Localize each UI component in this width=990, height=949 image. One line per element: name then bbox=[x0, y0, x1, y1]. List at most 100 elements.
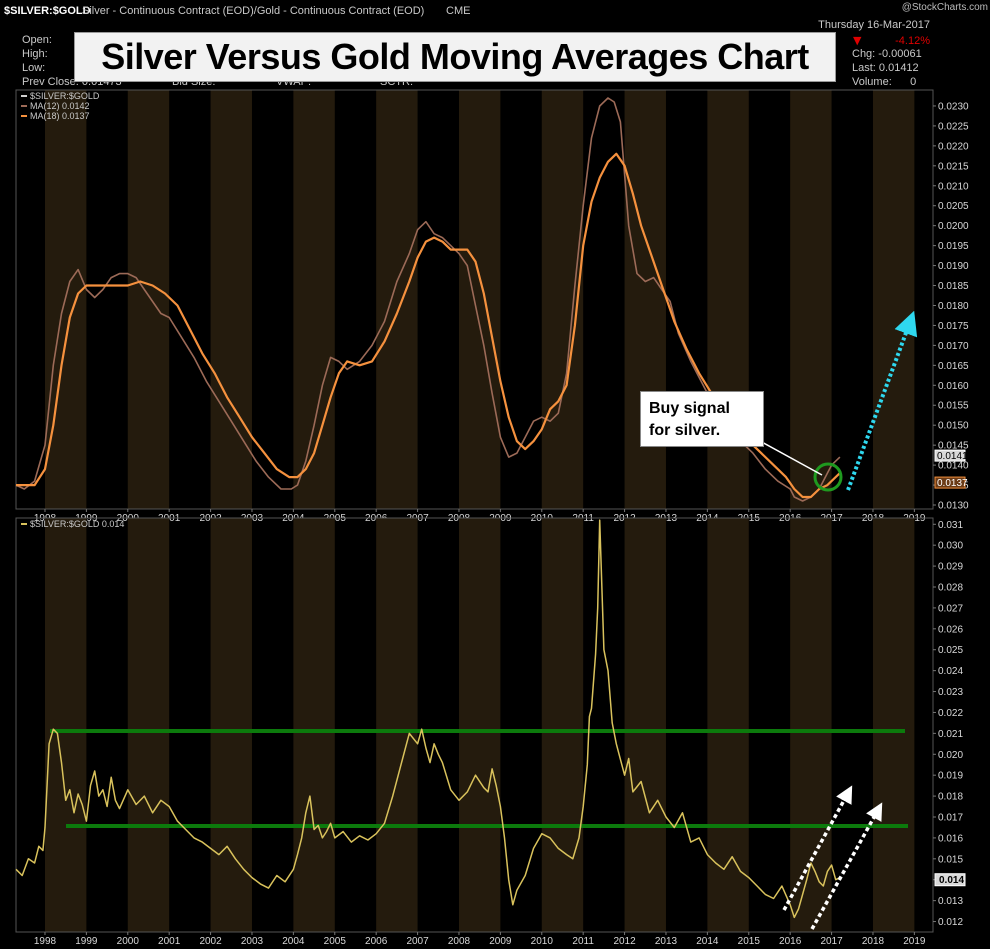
bottom-x-axis: 1998 1999 2000 2001 2002 2003 2004 2005 2006 2007… bbox=[34, 932, 926, 947]
callout-pointer bbox=[759, 440, 823, 476]
y-tick-label: 0.0145 bbox=[938, 441, 969, 452]
y-tick-label: 0.0230 bbox=[938, 101, 969, 112]
y-tick-label: 0.018 bbox=[938, 792, 963, 803]
legend-label: MA(12) 0.0142 bbox=[30, 101, 90, 111]
header-left-label: Open: bbox=[22, 34, 52, 46]
last-label: Last: 0.01412 bbox=[852, 62, 919, 74]
y-tick-label: 0.0175 bbox=[938, 321, 969, 332]
y-tick-label: 0.022 bbox=[938, 708, 963, 719]
bottom-panel-frame bbox=[15, 517, 934, 933]
y-tick-label: 0.0225 bbox=[938, 121, 969, 132]
down-icon: ▼ bbox=[853, 34, 862, 47]
year-band bbox=[458, 518, 501, 932]
year-band bbox=[127, 90, 170, 509]
y-tick-label: 0.0180 bbox=[938, 301, 969, 312]
bottom-last-value: 0.014 bbox=[934, 873, 966, 887]
year-band bbox=[293, 90, 335, 509]
white-arrow-1 bbox=[782, 785, 853, 911]
y-tick-label: 0.0140 bbox=[938, 461, 969, 472]
x-tick-label: 2012 bbox=[613, 936, 636, 947]
y-tick-label: 0.027 bbox=[938, 603, 963, 614]
cyan-up-arrow bbox=[846, 310, 918, 491]
y-tick-label: 0.026 bbox=[938, 624, 963, 635]
x-tick-label: 2003 bbox=[241, 936, 264, 947]
year-band bbox=[210, 518, 252, 932]
y-tick-label: 0.029 bbox=[938, 562, 963, 573]
x-tick-label: 2006 bbox=[365, 936, 388, 947]
x-tick-label: 2008 bbox=[448, 936, 471, 947]
y-tick-label: 0.015 bbox=[938, 854, 963, 865]
year-band bbox=[790, 90, 832, 509]
change-pct: -4.12% bbox=[895, 35, 930, 47]
callout-line-1: Buy signal bbox=[649, 400, 730, 417]
y-tick-label: 0.0155 bbox=[938, 401, 969, 412]
x-tick-label: 2019 bbox=[903, 936, 926, 947]
title-box: Silver Versus Gold Moving Averages Chart bbox=[74, 32, 836, 82]
last-value-box bbox=[934, 476, 966, 489]
y-tick-label: 0.024 bbox=[938, 666, 963, 677]
y-tick-label: 0.0195 bbox=[938, 241, 969, 252]
buy-signal-circle bbox=[813, 462, 843, 492]
y-tick-label: 0.0205 bbox=[938, 201, 969, 212]
year-band bbox=[293, 518, 335, 932]
top-bands bbox=[44, 90, 915, 509]
y-tick-label: 0.0160 bbox=[938, 381, 969, 392]
bottom-bands bbox=[44, 518, 915, 932]
header-left-label: Low: bbox=[22, 62, 45, 74]
date-label: Thursday 16-Mar-2017 bbox=[818, 19, 930, 31]
chg-label: Chg: -0.00061 bbox=[852, 48, 922, 60]
chart-title: Silver Versus Gold Moving Averages Chart bbox=[101, 36, 809, 77]
header-left-label: High: bbox=[22, 48, 48, 60]
y-tick-label: 0.012 bbox=[938, 917, 963, 928]
x-tick-label: 2016 bbox=[779, 936, 802, 947]
x-tick-label: 1999 bbox=[75, 936, 98, 947]
top-panel-frame bbox=[15, 89, 934, 510]
y-tick-label: 0.0130 bbox=[938, 501, 969, 512]
top-series bbox=[15, 97, 841, 502]
y-tick-label: 0.013 bbox=[938, 896, 963, 907]
white-arrow-2 bbox=[810, 802, 883, 930]
year-band bbox=[458, 90, 501, 509]
last-value-label: 0.0137 bbox=[937, 478, 968, 489]
year-band bbox=[376, 518, 418, 932]
y-tick-label: 0.0190 bbox=[938, 261, 969, 272]
x-tick-label: 2014 bbox=[696, 936, 719, 947]
x-tick-label: 2010 bbox=[531, 936, 554, 947]
symbol-description: Silver - Continuous Contract (EOD)/Gold … bbox=[82, 5, 424, 17]
year-band bbox=[44, 518, 87, 932]
y-tick-label: 0.0215 bbox=[938, 161, 969, 172]
x-tick-label: 2001 bbox=[158, 936, 181, 947]
bottom-y-axis: 0.012 0.013 0.014 0.015 0.016 0.017 0.018 0.019… bbox=[933, 520, 963, 928]
last-value-label: 0.014 bbox=[939, 875, 964, 886]
year-band bbox=[127, 518, 170, 932]
legend-label: $SILVER:$GOLD 0.014 bbox=[30, 519, 124, 529]
year-band bbox=[790, 518, 832, 932]
y-tick-label: 0.020 bbox=[938, 750, 963, 761]
callout-line-2: for silver. bbox=[649, 422, 721, 439]
year-band bbox=[541, 90, 584, 509]
series-line bbox=[15, 97, 841, 502]
last-value-label: 0.0141 bbox=[937, 451, 968, 462]
x-tick-label: 2018 bbox=[862, 936, 885, 947]
legend-label: MA(18) 0.0137 bbox=[30, 111, 90, 121]
x-tick-label: 2005 bbox=[324, 936, 347, 947]
volume-label: Volume: 0 bbox=[852, 76, 916, 88]
x-tick-label: 2000 bbox=[117, 936, 140, 947]
year-band bbox=[541, 518, 584, 932]
y-tick-label: 0.0185 bbox=[938, 281, 969, 292]
x-tick-label: 2004 bbox=[282, 936, 305, 947]
bottom-legend: $SILVER:$GOLD 0.014 bbox=[21, 519, 124, 529]
series-line bbox=[15, 519, 841, 919]
y-tick-label: 0.023 bbox=[938, 687, 963, 698]
x-tick-label: 1998 bbox=[34, 936, 57, 947]
year-band bbox=[376, 90, 418, 509]
y-tick-label: 0.028 bbox=[938, 583, 963, 594]
year-band bbox=[872, 518, 915, 932]
y-tick-label: 0.0150 bbox=[938, 421, 969, 432]
buy-signal-callout: Buy signal for silver. bbox=[640, 391, 764, 447]
top-y-axis: 0.01300.01350.01400.01450.01500.01550.01… bbox=[933, 101, 969, 512]
y-tick-label: 0.031 bbox=[938, 520, 963, 531]
x-tick-label: 2009 bbox=[489, 936, 512, 947]
